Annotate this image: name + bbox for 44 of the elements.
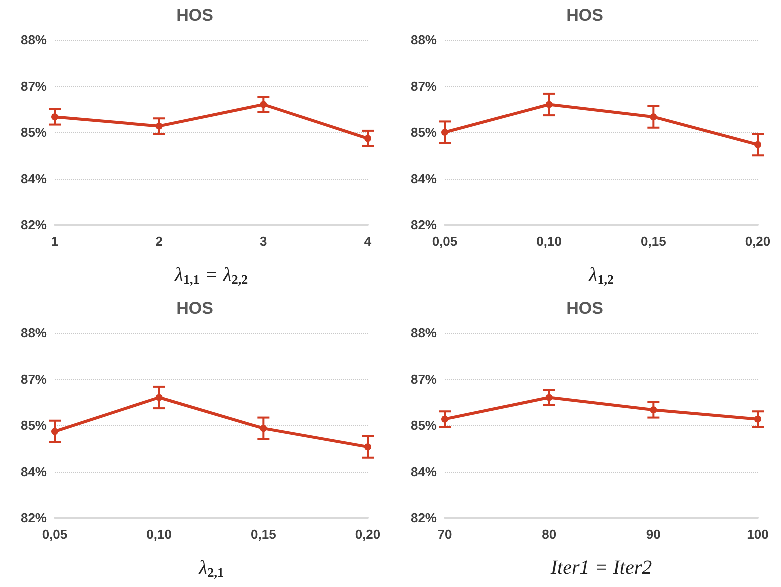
x-axis-title: λ1,1 = λ2,2: [174, 264, 248, 287]
x-tick-label: 0,10: [536, 234, 562, 249]
x-axis-title: λ2,1: [198, 558, 224, 580]
x-axis-title: λ1,2: [588, 264, 614, 287]
y-tick-label: 87%: [20, 78, 48, 94]
y-tick-label: 84%: [20, 464, 48, 480]
y-tick-label: 82%: [410, 218, 438, 232]
y-tick-label: 87%: [410, 372, 438, 387]
y-tick-label: 82%: [20, 218, 48, 232]
y-tick-label: 87%: [410, 78, 438, 94]
x-tick-label: 0,20: [355, 527, 381, 542]
x-tick-label: 0,20: [745, 234, 771, 249]
x-tick-label: 4: [364, 234, 372, 249]
x-axis-title: Iter1 = Iter2: [550, 557, 652, 579]
y-tick-label: 85%: [410, 125, 438, 140]
y-tick-label: 82%: [20, 510, 48, 526]
x-tick-label: 0,15: [641, 234, 666, 249]
x-tick-label: 90: [646, 527, 661, 542]
x-tick-label: 1: [51, 234, 59, 249]
y-tick-label: 84%: [20, 171, 48, 186]
x-tick-label: 0,05: [432, 234, 458, 249]
chart-title: HOS: [176, 6, 214, 25]
chart-title: HOS: [176, 299, 214, 318]
y-tick-label: 85%: [20, 418, 48, 433]
x-tick-label: 0,05: [42, 527, 68, 542]
y-tick-label: 87%: [20, 372, 48, 387]
chart-title: HOS: [566, 6, 604, 25]
x-tick-label: 70: [438, 527, 452, 542]
x-tick-label: 3: [260, 234, 268, 249]
x-tick-label: 100: [747, 527, 769, 542]
y-tick-label: 82%: [410, 510, 438, 526]
y-tick-label: 85%: [20, 125, 48, 140]
chart-title: HOS: [566, 299, 604, 318]
y-tick-label: 85%: [410, 418, 438, 433]
x-tick-label: 80: [542, 527, 557, 542]
x-tick-label: 0,15: [251, 527, 276, 542]
y-tick-label: 88%: [20, 326, 48, 340]
y-tick-label: 88%: [410, 32, 438, 48]
x-tick-label: 0,10: [146, 527, 172, 542]
y-tick-label: 84%: [410, 171, 438, 186]
x-tick-label: 2: [156, 234, 163, 249]
y-tick-label: 88%: [410, 326, 438, 340]
y-tick-label: 88%: [20, 32, 48, 48]
y-tick-label: 84%: [410, 464, 438, 480]
